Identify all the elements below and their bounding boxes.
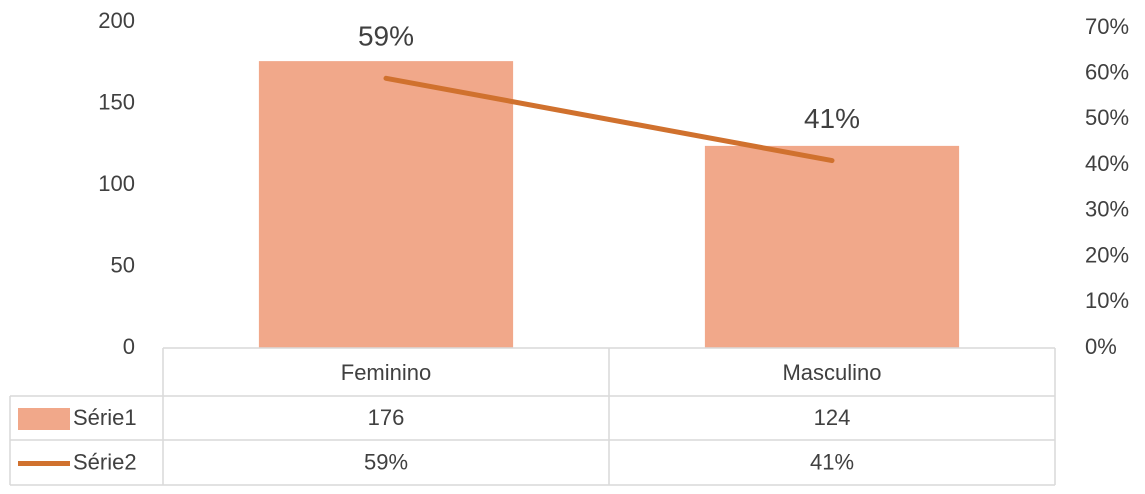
y2-tick-label: 20% bbox=[1085, 242, 1129, 267]
y2-tick-label: 60% bbox=[1085, 60, 1129, 85]
legend-label: Série2 bbox=[73, 449, 137, 474]
y-tick-label: 100 bbox=[98, 171, 135, 196]
y2-tick-label: 10% bbox=[1085, 288, 1129, 313]
data-label: 41% bbox=[804, 103, 860, 134]
y-tick-label: 200 bbox=[98, 8, 135, 33]
y-tick-label: 50 bbox=[111, 252, 135, 277]
line bbox=[383, 75, 835, 164]
table-cell: 59% bbox=[364, 449, 408, 474]
y2-tick-label: 0% bbox=[1085, 334, 1117, 359]
legend-key bbox=[18, 408, 70, 430]
data-label: 59% bbox=[358, 21, 414, 52]
table-cell: 176 bbox=[368, 405, 405, 430]
bar bbox=[704, 145, 960, 348]
y-tick-label: 150 bbox=[98, 89, 135, 114]
legend-label: Série1 bbox=[73, 405, 137, 430]
y2-tick-label: 30% bbox=[1085, 197, 1129, 222]
bar bbox=[258, 61, 514, 349]
table-cell: 124 bbox=[814, 405, 851, 430]
y2-tick-label: 50% bbox=[1085, 105, 1129, 130]
x-tick-label: Feminino bbox=[341, 360, 431, 385]
x-tick-label: Masculino bbox=[782, 360, 881, 385]
table-cell: 41% bbox=[810, 449, 854, 474]
y-tick-label: 0 bbox=[123, 334, 135, 359]
y2-tick-label: 70% bbox=[1085, 14, 1129, 39]
y2-tick-label: 40% bbox=[1085, 151, 1129, 176]
